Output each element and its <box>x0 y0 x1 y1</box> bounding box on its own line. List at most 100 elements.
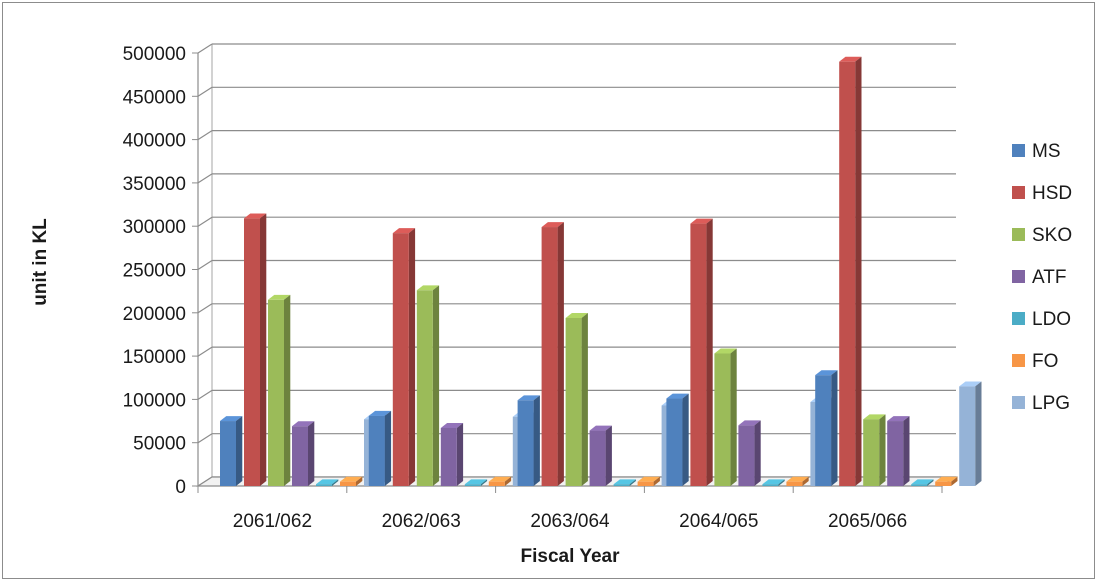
bar-ldo-1 <box>316 479 339 486</box>
bar-top <box>340 476 363 482</box>
bar-side <box>831 370 838 486</box>
bar-ldo-2 <box>464 479 488 486</box>
bar-sko-4 <box>714 348 737 486</box>
bar-ms-1 <box>220 416 243 486</box>
bar-side <box>236 416 243 486</box>
bar-fo-1 <box>340 476 363 486</box>
bar-ms-4 <box>666 393 689 486</box>
x-axis-title: Fiscal Year <box>521 546 621 567</box>
legend-swatch <box>1012 354 1025 367</box>
bar-front <box>316 484 332 486</box>
bar-top <box>815 370 838 376</box>
bar-side <box>408 228 416 487</box>
bar-atf-3 <box>589 425 612 486</box>
gridline-side <box>197 43 213 54</box>
bar-front <box>589 430 606 486</box>
bar-front <box>517 400 534 486</box>
legend-swatch <box>1012 144 1025 157</box>
legend: MS HSD SKO ATF LDO FO LPG <box>1012 141 1072 414</box>
bar-side <box>308 421 315 486</box>
y-axis-title: unit in KL <box>30 218 51 306</box>
legend-item-fo: FO <box>1012 351 1058 372</box>
bar-front <box>416 290 433 486</box>
legend-label: MS <box>1032 141 1061 162</box>
bar-fo-4 <box>786 476 809 486</box>
bar-front <box>863 419 880 486</box>
y-tick-label: 350000 <box>123 174 186 195</box>
x-tick-label: 2062/063 <box>382 511 461 532</box>
bar-hsd-1 <box>244 213 267 486</box>
legend-item-lpg: LPG <box>1012 393 1070 414</box>
gridline-side <box>197 346 213 357</box>
bar-front <box>440 427 457 486</box>
bar-side <box>730 348 737 486</box>
bar-side <box>432 285 440 486</box>
bar-front <box>738 425 755 486</box>
bar-side <box>605 425 612 486</box>
bar-side <box>480 479 488 486</box>
legend-swatch <box>1012 186 1025 199</box>
legend-swatch <box>1012 396 1025 409</box>
bar-top <box>244 213 267 219</box>
bar-side <box>260 213 267 486</box>
legend-item-ms: MS <box>1012 141 1061 162</box>
bar-front <box>714 353 731 486</box>
bar-front <box>220 421 236 486</box>
bar-sko-3 <box>565 313 588 486</box>
bar-front <box>762 484 779 486</box>
bar-side <box>581 313 588 486</box>
x-tick-label: 2063/064 <box>530 511 610 532</box>
bar-front <box>392 233 409 486</box>
bar-hsd-2 <box>392 228 416 487</box>
bar-side <box>456 423 464 486</box>
bar-atf-5 <box>887 416 910 486</box>
bar-top <box>541 222 564 228</box>
legend-swatch <box>1012 270 1025 283</box>
bar-front <box>613 484 630 486</box>
bar-front <box>839 61 856 486</box>
y-tick-label: 500000 <box>123 44 186 65</box>
bar-top <box>762 479 785 485</box>
bar-top <box>268 294 291 300</box>
bar-ms-5 <box>815 370 838 486</box>
bar-front <box>464 484 481 486</box>
bar-top <box>316 479 339 485</box>
gridline-side <box>197 433 213 444</box>
y-tick-label: 400000 <box>123 131 186 152</box>
x-tick-label: 2065/066 <box>828 511 907 532</box>
bar-sko-2 <box>416 285 440 486</box>
y-tick-label: 200000 <box>123 304 186 325</box>
bar-fo-3 <box>637 476 660 486</box>
gridline-side <box>197 173 213 184</box>
bar-side <box>653 476 660 486</box>
legend-item-atf: ATF <box>1012 267 1066 288</box>
bar-front <box>815 375 832 486</box>
bar-side <box>879 414 886 486</box>
bar-top <box>416 285 440 291</box>
y-tick-label: 150000 <box>123 347 186 368</box>
bar-side <box>504 476 512 486</box>
bar-front <box>565 317 582 486</box>
bar-hsd-3 <box>541 222 564 487</box>
y-tick-label: 300000 <box>123 217 186 238</box>
gridline-side <box>197 259 213 271</box>
bar-top <box>292 421 315 427</box>
bar-top <box>690 218 713 224</box>
x-tick-label: 2061/062 <box>233 511 312 532</box>
legend-item-hsd: HSD <box>1012 183 1072 204</box>
bar-front <box>690 223 707 487</box>
legend-label: LDO <box>1032 309 1071 330</box>
bar-front <box>292 426 308 486</box>
gridline-side <box>197 303 213 314</box>
y-axis-ticks: 0 50000 100000 150000 200000 250000 300000 3500… <box>123 44 198 498</box>
bar-top <box>887 416 910 422</box>
bar-top <box>392 228 416 234</box>
bar-top <box>440 423 464 428</box>
bar-top <box>935 476 958 482</box>
legend-label: LPG <box>1032 393 1070 414</box>
y-tick-label: 100000 <box>123 390 186 411</box>
bar-front <box>340 481 356 486</box>
bar-top <box>911 479 934 485</box>
bar-side <box>356 476 363 486</box>
bar-front <box>786 481 803 486</box>
